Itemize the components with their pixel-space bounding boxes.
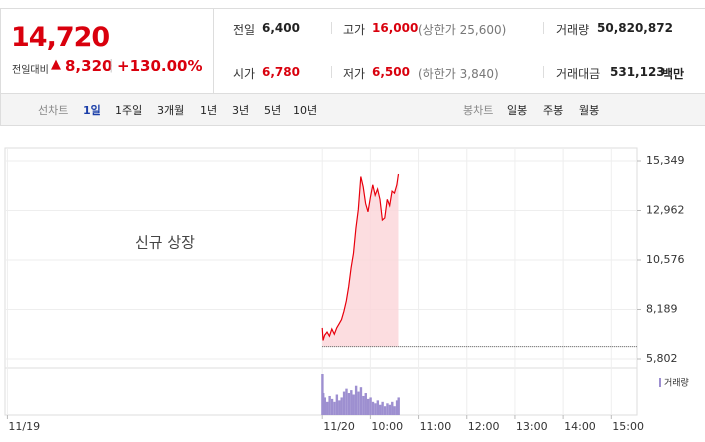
tab-group-label: 봉차트 bbox=[463, 104, 494, 117]
x-tick-label: 11:00 bbox=[420, 420, 452, 433]
stat-label: 거래량 bbox=[556, 23, 590, 37]
volume-bar bbox=[338, 400, 341, 415]
volume-bar bbox=[352, 394, 355, 415]
legend-swatch bbox=[659, 378, 661, 387]
volume-bar bbox=[364, 393, 367, 415]
x-tick-label: 12:00 bbox=[468, 420, 500, 433]
stat-label: 시가 bbox=[233, 67, 256, 81]
y-tick-label: 8,189 bbox=[646, 302, 678, 315]
stat-note: (상한가 25,600) bbox=[418, 23, 507, 37]
y-tick-label: 5,802 bbox=[646, 352, 678, 365]
change: 8,320 bbox=[65, 57, 113, 75]
volume-bar bbox=[369, 397, 372, 415]
volume-bar bbox=[393, 406, 396, 415]
volume-frame bbox=[4, 367, 638, 416]
stat-value: 50,820,872 bbox=[597, 21, 673, 35]
x-tick-label: 13:00 bbox=[516, 420, 548, 433]
volume-bar bbox=[366, 398, 370, 415]
legend-label: 거래량 bbox=[664, 377, 689, 389]
y-tick-label: 12,962 bbox=[646, 204, 685, 217]
volume-bar bbox=[354, 385, 358, 415]
volume-bar bbox=[383, 406, 387, 415]
x-tick-label: 11/20 bbox=[323, 420, 355, 433]
stat-value: 6,500 bbox=[372, 65, 410, 79]
stat-value: 16,000 bbox=[372, 21, 419, 35]
volume-bar bbox=[342, 391, 346, 415]
quote-panel bbox=[0, 8, 705, 94]
stat-label: 전일 bbox=[233, 23, 256, 37]
price-area bbox=[322, 174, 399, 347]
divider bbox=[543, 66, 544, 78]
volume-bar bbox=[397, 397, 400, 415]
stat-value: 6,780 bbox=[262, 65, 300, 79]
volume-bar bbox=[371, 401, 375, 415]
period-tab[interactable]: 10년 bbox=[293, 104, 318, 117]
stat-value: 531,123 bbox=[610, 65, 665, 79]
stat-label: 거래대금 bbox=[556, 67, 601, 81]
volume-bar bbox=[345, 388, 348, 415]
volume-bar bbox=[376, 400, 380, 415]
volume-bar bbox=[326, 401, 329, 415]
period-tab[interactable]: 1년 bbox=[200, 104, 218, 117]
volume-bar bbox=[362, 395, 365, 415]
tab-bar bbox=[0, 93, 705, 126]
volume-bar bbox=[379, 404, 382, 415]
x-tick-label: 15:00 bbox=[612, 420, 644, 433]
period-tab[interactable]: 1주일 bbox=[115, 104, 143, 117]
period-tab[interactable]: 3개월 bbox=[157, 104, 185, 117]
stat-unit: 백만 bbox=[662, 67, 685, 81]
period-tab[interactable]: 1일 bbox=[83, 104, 101, 117]
volume-bar bbox=[340, 397, 343, 415]
stat-label: 저가 bbox=[343, 67, 366, 81]
annotation: 신규 상장 bbox=[135, 234, 195, 252]
change-rate: +130.00% bbox=[117, 57, 203, 75]
y-tick-label: 15,349 bbox=[646, 154, 685, 167]
change-label: 전일대비 bbox=[12, 65, 49, 76]
x-tick-label: 10:00 bbox=[371, 420, 403, 433]
period-tab[interactable]: 5년 bbox=[264, 104, 282, 117]
volume-bar bbox=[395, 400, 399, 415]
stat-note: (하한가 3,840) bbox=[418, 67, 499, 81]
divider bbox=[331, 66, 332, 78]
volume-bar bbox=[374, 403, 377, 415]
volume-bar bbox=[335, 394, 339, 415]
divider bbox=[331, 22, 332, 34]
stat-label: 고가 bbox=[343, 23, 366, 37]
volume-bar bbox=[328, 395, 331, 415]
divider bbox=[543, 22, 544, 34]
separator: | bbox=[109, 58, 114, 73]
volume-bar bbox=[333, 401, 336, 415]
plot-frame bbox=[4, 147, 638, 369]
volume-bar bbox=[330, 398, 334, 415]
volume-bar bbox=[381, 401, 384, 415]
divider bbox=[213, 8, 214, 93]
candle-tab[interactable]: 주봉 bbox=[543, 104, 564, 117]
period-tab[interactable]: 3년 bbox=[232, 104, 250, 117]
price-line bbox=[321, 173, 400, 341]
volume-bar bbox=[357, 391, 360, 415]
x-tick-label: 14:00 bbox=[564, 420, 596, 433]
tab-group-label: 선차트 bbox=[38, 104, 69, 117]
volume-bar bbox=[391, 401, 394, 415]
candle-tab[interactable]: 월봉 bbox=[579, 104, 600, 117]
volume-bar bbox=[386, 403, 389, 415]
stat-value: 6,400 bbox=[262, 21, 300, 35]
price: 14,720 bbox=[11, 22, 110, 53]
volume-bar bbox=[347, 393, 351, 415]
up-icon: ▲ bbox=[51, 57, 61, 72]
volume-bar bbox=[388, 404, 392, 415]
volume-bar bbox=[359, 387, 363, 415]
volume-bar bbox=[323, 397, 327, 415]
volume-bar bbox=[322, 393, 325, 415]
x-tick-label: 11/19 bbox=[8, 420, 40, 433]
y-tick-label: 10,576 bbox=[646, 253, 685, 266]
volume-bar bbox=[350, 390, 353, 415]
candle-tab[interactable]: 일봉 bbox=[507, 104, 528, 117]
